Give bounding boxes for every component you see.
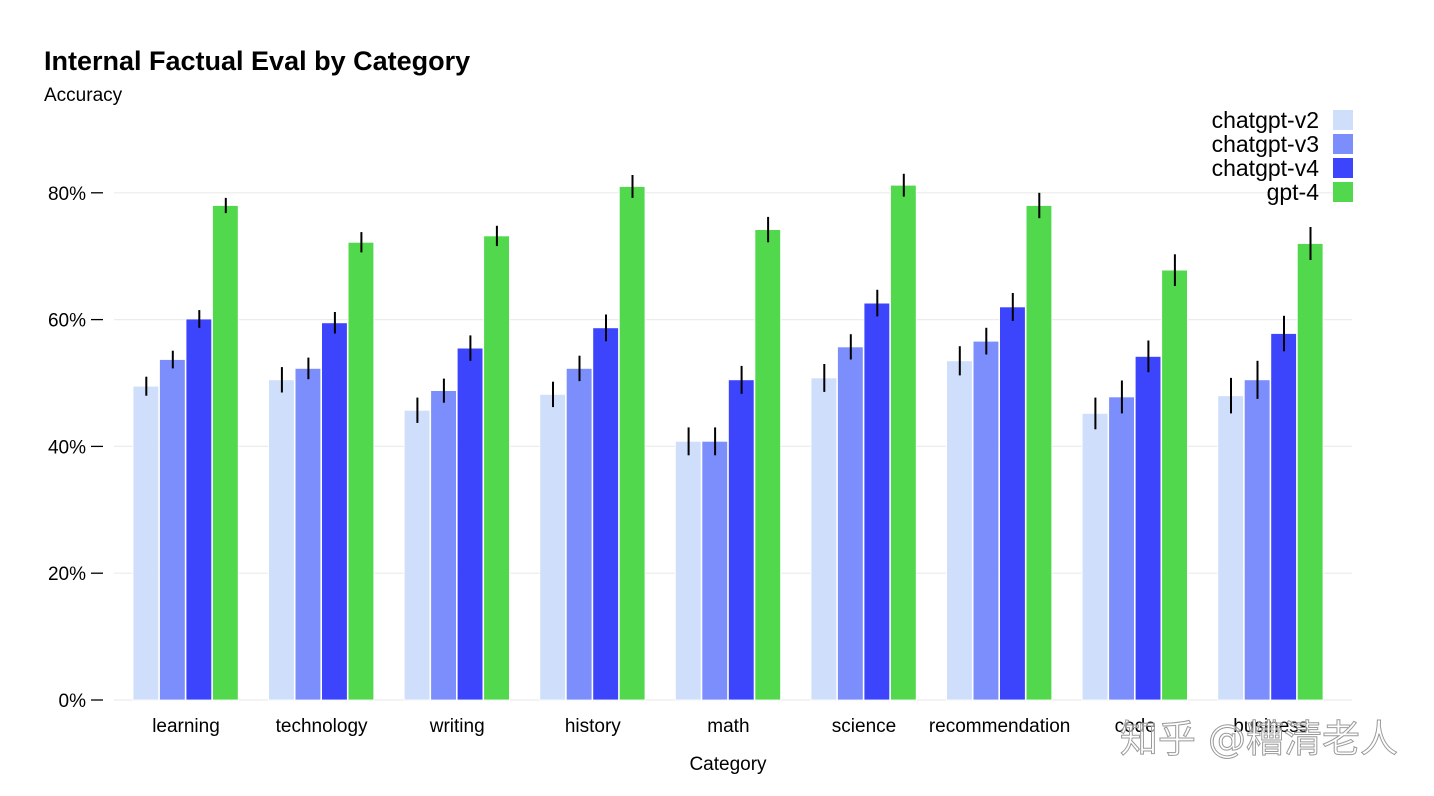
y-axis: 0% 20% 40% 60% 80% <box>48 184 103 712</box>
bar <box>1134 355 1162 701</box>
bar <box>999 306 1026 701</box>
x-axis-label: Category <box>689 754 767 775</box>
bar <box>159 359 186 701</box>
x-tick-label: recommendation <box>929 716 1071 737</box>
bar <box>837 346 864 701</box>
y-tick-label: 40% <box>48 437 86 458</box>
x-tick-label: history <box>565 716 621 737</box>
x-tick-label: technology <box>276 716 368 737</box>
legend-label: chatgpt-v3 <box>1212 131 1319 157</box>
legend-label: gpt-4 <box>1267 179 1320 205</box>
y-tick-label: 0% <box>59 691 87 712</box>
bar <box>1108 396 1135 701</box>
chart-title: Internal Factual Eval by Category <box>44 46 470 76</box>
bar <box>294 367 322 701</box>
bar <box>1243 379 1271 701</box>
bar <box>1025 205 1053 701</box>
bar <box>675 440 702 701</box>
watermark-text: 知乎 @糟清老人 <box>1120 717 1398 761</box>
y-tick-label: 80% <box>48 184 86 205</box>
bar <box>430 390 457 701</box>
bar <box>890 184 917 701</box>
x-tick-label: science <box>832 716 896 737</box>
x-tick-label: business <box>1233 716 1308 737</box>
bar <box>268 379 295 701</box>
bar <box>403 409 431 701</box>
y-axis-label: Accuracy <box>44 85 123 106</box>
bar <box>618 186 646 701</box>
bar <box>185 318 213 701</box>
x-tick-label: math <box>707 716 749 737</box>
bar <box>701 440 729 701</box>
legend-swatch <box>1333 182 1353 202</box>
y-tick-label: 20% <box>48 564 86 585</box>
legend-swatch <box>1333 134 1353 154</box>
x-axis: learning technology writing history math scie… <box>152 716 1308 737</box>
bar <box>972 340 1000 701</box>
legend-swatch <box>1333 158 1353 178</box>
bars <box>132 173 1324 701</box>
x-tick-label: code <box>1115 716 1156 737</box>
bar <box>483 235 510 701</box>
bar <box>754 229 782 701</box>
legend-label: chatgpt-v4 <box>1212 155 1320 181</box>
bar <box>347 241 375 701</box>
bar <box>132 385 160 701</box>
bar <box>810 377 838 701</box>
y-tick-label: 60% <box>48 311 86 332</box>
bar <box>456 347 484 701</box>
x-tick-label: writing <box>429 716 485 737</box>
bar <box>728 379 755 701</box>
bar <box>946 360 973 701</box>
bar <box>212 205 239 701</box>
bar <box>1081 412 1109 701</box>
legend-swatch <box>1333 110 1353 130</box>
bar <box>539 393 566 701</box>
bar <box>321 322 348 701</box>
bar <box>1270 333 1297 701</box>
bar <box>1161 269 1188 701</box>
bar <box>592 327 619 701</box>
x-tick-label: learning <box>152 716 220 737</box>
legend-label: chatgpt-v2 <box>1212 107 1319 133</box>
bar <box>1217 395 1244 701</box>
bar <box>1296 243 1324 701</box>
bar <box>565 367 593 701</box>
bar <box>863 302 891 701</box>
